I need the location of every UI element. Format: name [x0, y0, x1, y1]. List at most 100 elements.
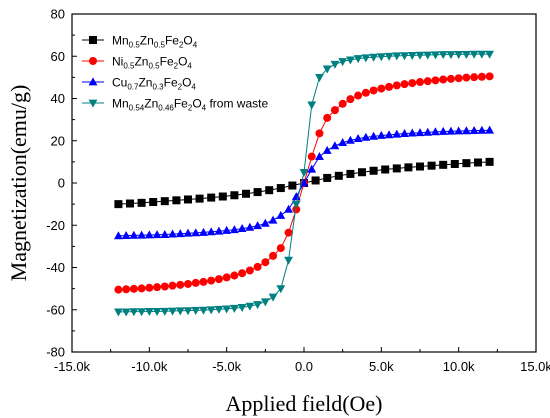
data-point	[415, 51, 425, 60]
data-point	[438, 126, 448, 135]
legend-marker	[89, 36, 97, 44]
data-point	[218, 192, 227, 201]
data-point	[268, 215, 278, 224]
data-point	[415, 128, 425, 137]
data-point	[353, 55, 363, 64]
data-point	[477, 125, 487, 134]
data-point	[276, 184, 285, 193]
data-point	[175, 307, 185, 316]
data-point	[361, 88, 370, 97]
data-point	[431, 51, 440, 60]
data-point	[191, 228, 201, 237]
data-point	[384, 52, 394, 61]
series-3	[114, 125, 494, 240]
data-point	[129, 308, 139, 317]
series-layer	[114, 50, 494, 317]
data-point	[299, 178, 309, 187]
data-point	[346, 56, 355, 65]
data-point	[276, 244, 285, 253]
data-point	[195, 194, 204, 203]
data-point	[121, 308, 131, 317]
x-tick-label: -5.0k	[212, 359, 241, 374]
data-point	[176, 280, 185, 289]
data-point	[144, 230, 154, 239]
y-tick-label: 20	[51, 133, 65, 148]
data-point	[454, 74, 463, 83]
data-point	[199, 277, 208, 286]
data-point	[172, 196, 181, 205]
data-point	[369, 166, 378, 175]
y-tick-label: -60	[46, 302, 65, 317]
data-point	[338, 58, 348, 67]
data-point	[152, 308, 162, 317]
data-point	[431, 127, 440, 136]
data-point	[323, 113, 332, 122]
data-point	[454, 50, 464, 59]
data-point	[385, 82, 394, 91]
data-point	[276, 285, 286, 294]
axis-ticks: -15.0k -10.0k -5.0k 0.0 5.0k 10.0k 15.0k -80 -60…	[46, 7, 550, 375]
data-point	[206, 306, 216, 315]
x-axis-title: Applied field(Oe)	[226, 391, 383, 416]
data-point	[346, 135, 355, 144]
data-point	[183, 307, 193, 316]
data-point	[423, 127, 433, 136]
data-point	[160, 197, 169, 206]
data-point	[431, 76, 440, 85]
data-point	[114, 308, 123, 317]
y-tick-label: 60	[51, 49, 65, 64]
data-point	[330, 106, 339, 115]
legend-label: Mn0.54Zn0.46Fe2O4 from waste	[112, 97, 268, 113]
data-point	[315, 129, 324, 138]
legend-item: Mn0.5Zn0.5Fe2O4	[82, 34, 198, 50]
data-point	[462, 159, 471, 168]
data-point	[222, 225, 232, 234]
data-point	[206, 227, 216, 236]
data-point	[207, 193, 216, 202]
data-point	[439, 75, 448, 84]
data-point	[152, 230, 162, 239]
data-point	[260, 218, 270, 227]
data-point	[377, 84, 386, 93]
data-point	[322, 145, 332, 154]
data-point	[376, 53, 386, 62]
data-point	[315, 151, 324, 160]
data-point	[439, 160, 448, 169]
data-point	[238, 269, 247, 278]
data-point	[230, 304, 239, 313]
legend-item: Cu0.7Zn0.3Fe2O4	[82, 76, 196, 92]
data-point	[346, 169, 355, 178]
data-point	[129, 230, 139, 239]
data-point	[230, 271, 239, 280]
data-point	[311, 176, 320, 185]
x-tick-label: -15.0k	[54, 359, 91, 374]
data-point	[361, 132, 371, 141]
data-point	[470, 73, 479, 82]
data-point	[392, 164, 401, 173]
data-point	[214, 305, 224, 314]
data-point	[269, 251, 278, 260]
data-point	[137, 308, 146, 317]
data-point	[114, 285, 123, 294]
x-tick-label: 15.0k	[520, 359, 550, 374]
data-point	[392, 52, 402, 61]
data-point	[307, 164, 317, 173]
data-point	[137, 230, 146, 239]
y-tick-label: -20	[46, 218, 65, 233]
data-point	[485, 157, 494, 166]
data-point	[446, 126, 456, 135]
data-point	[168, 307, 177, 316]
data-point	[322, 65, 332, 74]
data-point	[400, 80, 409, 89]
data-point	[462, 73, 471, 82]
data-point	[485, 50, 494, 59]
data-point	[392, 129, 402, 138]
data-point	[474, 158, 482, 167]
legend-label: Ni0.5Zn0.5Fe2O4	[112, 55, 192, 71]
data-point	[334, 171, 343, 180]
data-point	[199, 227, 208, 236]
data-point	[230, 225, 239, 234]
data-point	[222, 273, 231, 282]
data-point	[416, 78, 424, 87]
data-point	[160, 282, 169, 291]
